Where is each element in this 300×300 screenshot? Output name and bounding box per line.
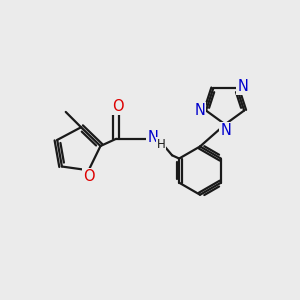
Text: N: N	[148, 130, 158, 146]
Text: N: N	[220, 123, 231, 138]
Text: N: N	[194, 103, 205, 118]
Text: O: O	[83, 169, 95, 184]
Text: O: O	[112, 99, 123, 114]
Text: H: H	[157, 138, 166, 151]
Text: N: N	[237, 79, 248, 94]
